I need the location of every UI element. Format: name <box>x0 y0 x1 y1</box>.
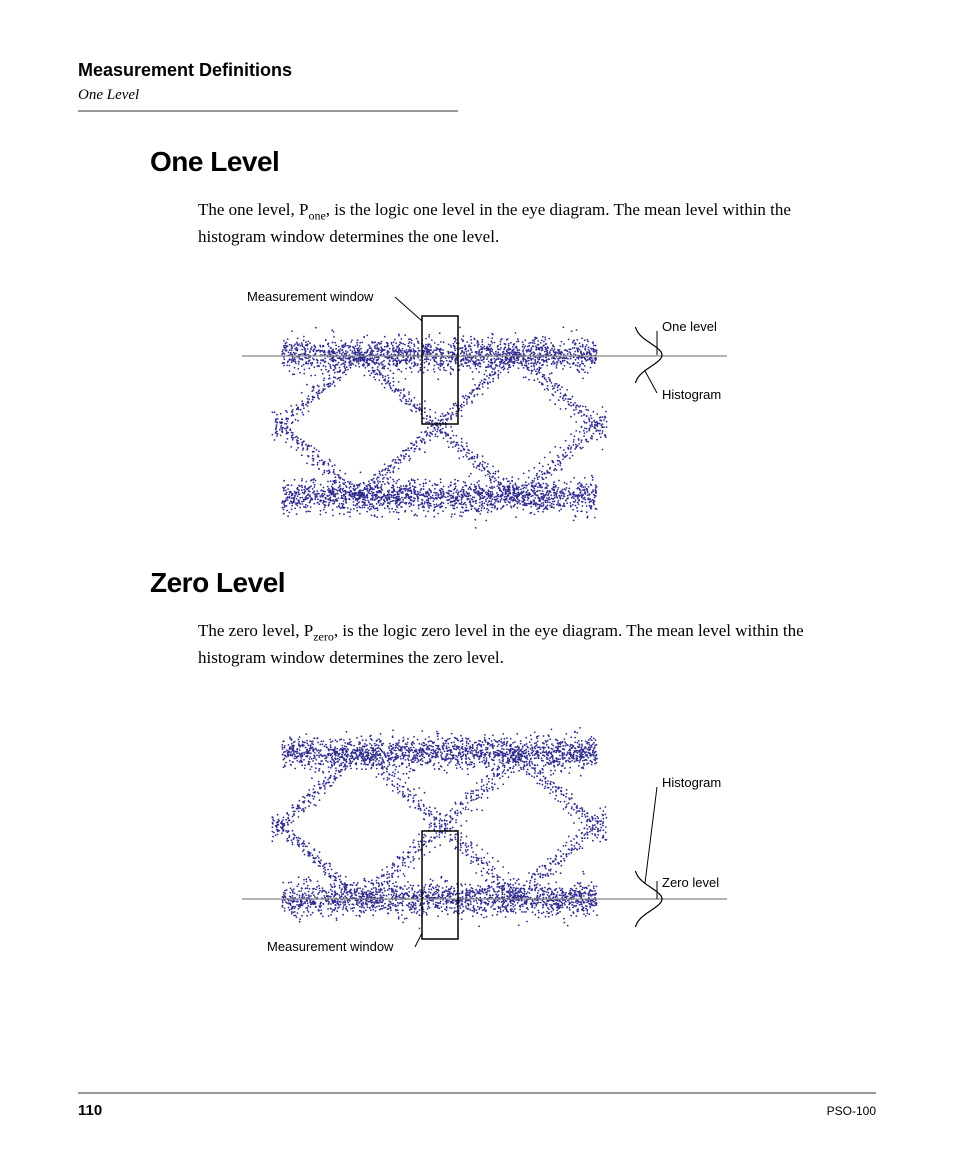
svg-text:One level: One level <box>662 319 717 334</box>
model-number: PSO-100 <box>827 1104 876 1118</box>
body-zero-level: The zero level, Pzero, is the logic zero… <box>198 619 816 670</box>
footer-divider <box>78 1092 876 1094</box>
header-divider <box>78 110 458 112</box>
subchapter: One Level <box>78 87 876 104</box>
subscript-zero: zero <box>313 630 334 644</box>
section-heading-zero-level: Zero Level <box>150 567 876 599</box>
subscript-one: one <box>308 208 325 222</box>
eye-diagram-one: Measurement window One level Histogram <box>207 271 747 531</box>
chapter-title: Measurement Definitions <box>78 60 876 81</box>
section-heading-one-level: One Level <box>150 146 876 178</box>
text-fragment: The zero level, P <box>198 621 313 640</box>
figure-one-level: Measurement window One level Histogram <box>78 271 876 531</box>
text-fragment: The one level, P <box>198 200 308 219</box>
page-footer: 110 PSO-100 <box>78 1092 876 1119</box>
figure-zero-level: Measurement windowZero levelHistogram <box>78 693 876 953</box>
page-number: 110 <box>78 1102 102 1119</box>
svg-text:Measurement window: Measurement window <box>247 289 374 304</box>
body-one-level: The one level, Pone, is the logic one le… <box>198 198 816 249</box>
svg-text:Histogram: Histogram <box>662 387 721 402</box>
eye-diagram-zero: Measurement windowZero levelHistogram <box>207 693 747 953</box>
